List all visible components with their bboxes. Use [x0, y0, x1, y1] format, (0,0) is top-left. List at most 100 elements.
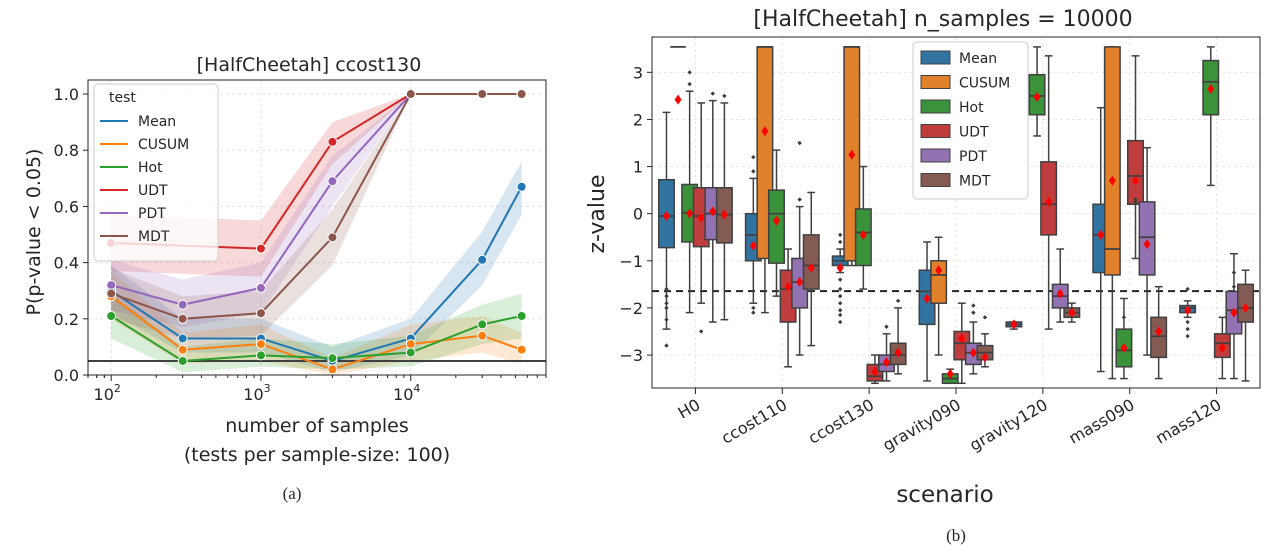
mean-marker-hot-h0 [686, 208, 694, 219]
mean-marker-hot-ccost130 [859, 229, 867, 240]
point-hot [516, 311, 527, 321]
mean-marker-pdt-ccost110 [796, 276, 804, 287]
point-mdt [477, 89, 488, 100]
chart-a-y-tick-label: 1.0 [54, 85, 79, 104]
chart-a-x-tick-label: 102 [94, 382, 121, 404]
mean-marker-pdt-gravity090 [969, 347, 977, 358]
mean-marker-mean-mass090 [1097, 229, 1105, 240]
outlier-pdt-gravity090 [971, 310, 976, 315]
point-mdt [405, 89, 416, 100]
point-cusum [477, 330, 488, 341]
mean-marker-mdt-ccost110 [807, 262, 815, 273]
outlier-mean-ccost110 [751, 305, 756, 311]
mean-marker-mean-ccost110 [749, 240, 757, 251]
mean-marker-cusum-h0 [674, 94, 682, 105]
legend-a-label-hot: Hot [138, 160, 163, 176]
chart-a-y-tick-label: 0.4 [54, 254, 79, 273]
outlier-mean-mass120 [1185, 286, 1190, 292]
point-cusum [405, 339, 416, 350]
chart-b-legend: Mean CUSUM Hot UDT PDT MDT [912, 41, 1029, 200]
point-pdt [327, 176, 338, 187]
point-cusum [255, 339, 266, 350]
outlier-hot-mass090 [1121, 315, 1127, 320]
outlier-udt-h0 [699, 329, 704, 334]
chart-b-title: [HalfCheetah] n_samples = 10000 [753, 7, 1132, 32]
mean-marker-mean-gravity120 [1010, 319, 1018, 330]
point-udt [327, 136, 338, 147]
caption-a: (a) [283, 484, 302, 503]
chart-a-y-ticks: 0.0 0.2 0.4 0.6 0.8 1.0 [54, 85, 88, 385]
mean-marker-mdt-gravity090 [981, 352, 989, 363]
legend-b-label-udt: UDT [959, 125, 989, 141]
mean-marker-mean-h0 [662, 211, 670, 222]
chart-a-y-tick-label: 0.6 [54, 197, 79, 216]
point-cusum [177, 344, 188, 355]
chart-a-x-tick-label: 103 [243, 382, 270, 404]
chart-b-y-tick-label: 3 [633, 63, 643, 82]
chart-b-x-tick-label: ccost130 [805, 395, 877, 448]
point-hot [177, 355, 188, 366]
mean-marker-udt-ccost130 [871, 366, 879, 377]
band-mean [111, 161, 522, 373]
chart-a-x-axis-label: number of samples [225, 415, 409, 437]
legend-b-swatch-cusum [920, 75, 951, 89]
point-cusum [516, 344, 527, 355]
outlier-mean-ccost110 [751, 310, 756, 315]
mean-marker-pdt-ccost130 [883, 357, 891, 368]
panel-a-line-chart: [HalfCheetah] ccost130 0.0 0.2 0.4 0.6 0.8 1.… [23, 54, 547, 503]
box-hot-ccost110 [767, 189, 785, 264]
chart-b-y-tick-label: −2 [619, 299, 643, 318]
mean-marker-udt-gravity090 [958, 333, 966, 344]
box-udt-mass090 [1127, 139, 1145, 206]
mean-marker-mdt-mass090 [1155, 326, 1163, 337]
chart-b-y-tick-label: −3 [619, 346, 643, 365]
outlier-mean-mass120 [1185, 333, 1190, 339]
mean-marker-mdt-gravity120 [1068, 307, 1076, 318]
mean-marker-mdt-h0 [720, 209, 728, 220]
mean-marker-cusum-ccost110 [761, 126, 769, 137]
legend-b-swatch-mean [920, 50, 951, 65]
point-mdt [106, 288, 117, 299]
box-cusum-gravity090 [930, 260, 948, 304]
mean-marker-mdt-ccost130 [894, 347, 902, 358]
point-hot [477, 319, 488, 330]
mean-marker-hot-mass090 [1120, 342, 1128, 353]
box-mdt-mass090 [1150, 316, 1168, 359]
chart-a-legend-title: test [109, 90, 136, 106]
mean-marker-cusum-ccost130 [848, 149, 856, 160]
chart-a-y-tick-label: 0.0 [54, 366, 79, 385]
outlier-hot-h0 [687, 81, 692, 87]
mean-marker-pdt-mass120 [1230, 307, 1238, 318]
band-hot [111, 293, 522, 373]
chart-a-title: [HalfCheetah] ccost130 [197, 54, 422, 76]
point-mdt [327, 232, 338, 243]
mean-marker-udt-ccost110 [784, 281, 792, 292]
chart-a-legend: test Mean CUSUM Hot UDT PDT MDT [93, 83, 219, 262]
point-mdt [177, 313, 188, 324]
box-pdt-mass090 [1138, 201, 1156, 276]
outlier-mean-h0 [664, 317, 669, 322]
mean-marker-hot-ccost110 [772, 215, 780, 226]
outlier-hot-h0 [687, 70, 692, 75]
mean-marker-pdt-mass090 [1143, 239, 1151, 250]
mean-marker-mean-mass120 [1184, 305, 1192, 316]
chart-a-series-points [106, 89, 527, 375]
outlier-mean-h0 [664, 286, 669, 292]
point-hot [255, 350, 266, 361]
legend-a-label-cusum: CUSUM [138, 137, 189, 153]
mean-marker-hot-gravity090 [946, 368, 954, 379]
chart-a-y-axis-label: P(p-value < 0.05) [23, 149, 45, 316]
mean-marker-mean-ccost130 [836, 262, 844, 273]
legend-b-swatch-pdt [920, 148, 951, 163]
chart-b-y-axis-label: z-value [585, 175, 610, 254]
point-pdt [177, 299, 188, 310]
chart-a-frame [87, 79, 547, 376]
legend-b-label-mdt: MDT [959, 174, 991, 190]
legend-a-label-mdt: MDT [138, 229, 170, 245]
outlier-mean-ccost130 [837, 293, 843, 299]
outlier-mean-h0 [664, 305, 669, 311]
outlier-mean-ccost110 [751, 169, 756, 174]
chart-b-x-tick-label: gravity090 [879, 395, 964, 455]
chart-b-y-tick-label: 0 [633, 205, 643, 224]
